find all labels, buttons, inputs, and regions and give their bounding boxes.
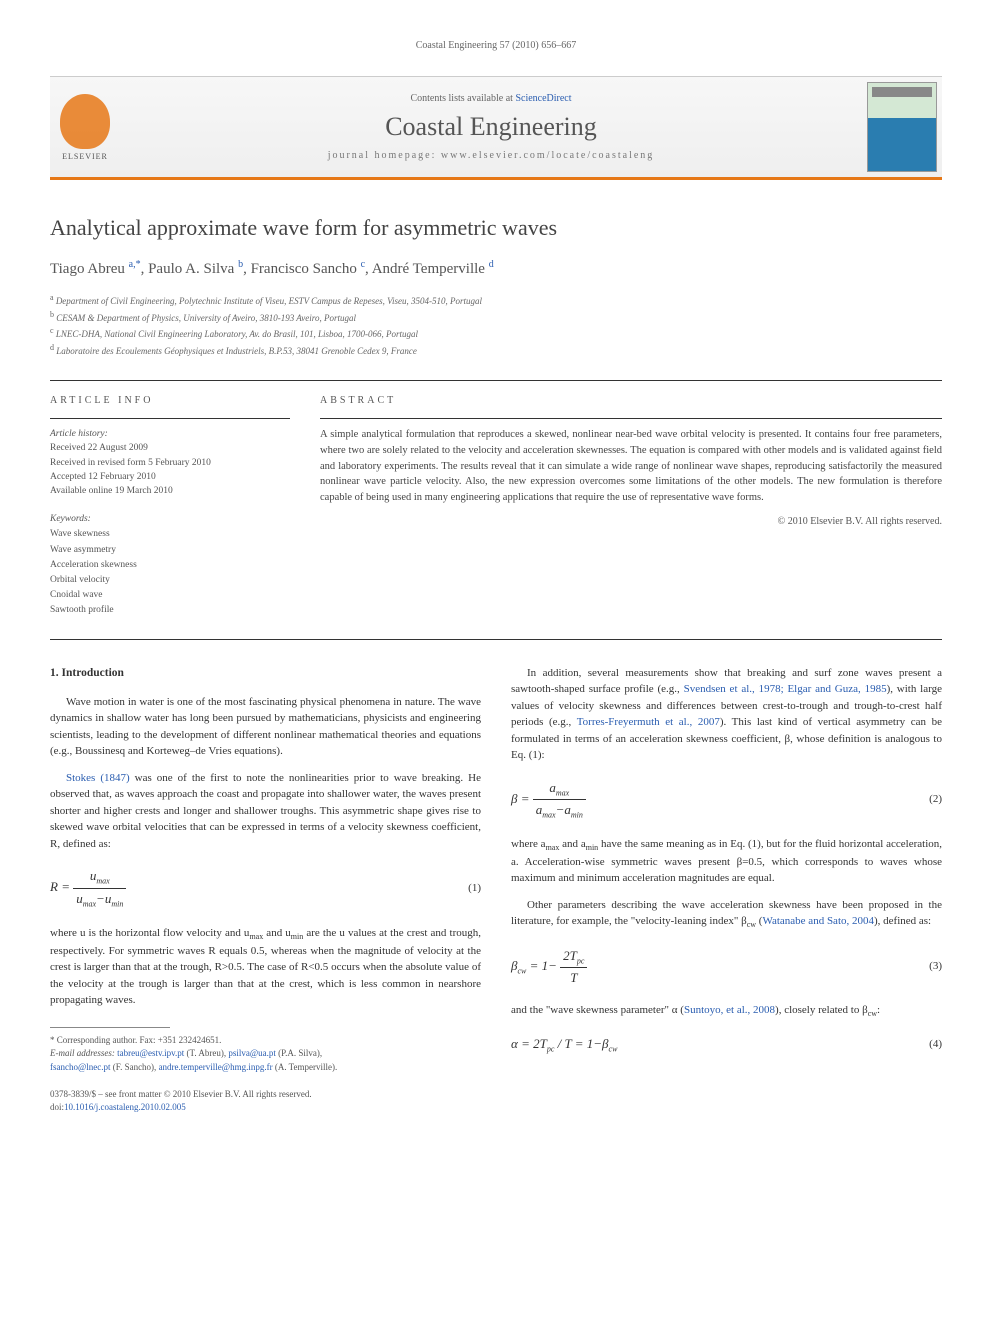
email-3[interactable]: fsancho@lnec.pt [50, 1062, 111, 1072]
abstract-header: ABSTRACT [320, 395, 942, 406]
body-col-left: 1. Introduction Wave motion in water is … [50, 665, 481, 1075]
abstract-col: ABSTRACT A simple analytical formulation… [320, 395, 942, 619]
kw-1: Wave skewness [50, 529, 110, 539]
contents-prefix: Contents lists available at [410, 93, 515, 104]
author-2-marks[interactable]: b [238, 259, 243, 270]
eq1-number: (1) [468, 880, 481, 897]
footnotes: * Corresponding author. Fax: +351 232424… [50, 1034, 481, 1075]
affiliation-c: c LNEC-DHA, National Civil Engineering L… [50, 325, 942, 342]
author-3: Francisco Sancho [251, 261, 357, 277]
footnote-separator [50, 1027, 170, 1028]
affiliations: a Department of Civil Engineering, Polyt… [50, 292, 942, 358]
authors-line: Tiago Abreu a,*, Paulo A. Silva b, Franc… [50, 259, 942, 278]
article-info-col: ARTICLE INFO Article history: Received 2… [50, 395, 290, 619]
equation-1: R = umax umax−umin (1) [50, 866, 481, 910]
intro-p4: In addition, several measurements show t… [511, 665, 942, 764]
homepage-prefix: journal homepage: [328, 150, 441, 161]
history-accepted: Accepted 12 February 2010 [50, 472, 156, 482]
author-3-marks[interactable]: c [361, 259, 365, 270]
kw-5: Cnoidal wave [50, 590, 103, 600]
email-1[interactable]: tabreu@estv.ipv.pt [117, 1048, 184, 1058]
intro-p3: where u is the horizontal flow velocity … [50, 925, 481, 1009]
elsevier-tree-icon [60, 94, 110, 149]
doi-link[interactable]: 10.1016/j.coastaleng.2010.02.005 [64, 1102, 186, 1112]
affiliation-a: a Department of Civil Engineering, Polyt… [50, 292, 942, 309]
intro-p5: where amax and amin have the same meanin… [511, 836, 942, 887]
sciencedirect-link[interactable]: ScienceDirect [515, 93, 571, 104]
elsevier-logo: ELSEVIER [50, 85, 120, 170]
divider-top [50, 380, 942, 381]
publisher-center: Contents lists available at ScienceDirec… [120, 81, 862, 173]
author-1: Tiago Abreu [50, 261, 125, 277]
body-columns: 1. Introduction Wave motion in water is … [50, 665, 942, 1075]
affiliation-b: b CESAM & Department of Physics, Univers… [50, 309, 942, 326]
abstract-copyright: © 2010 Elsevier B.V. All rights reserved… [320, 516, 942, 527]
article-history: Article history: Received 22 August 2009… [50, 427, 290, 498]
kw-4: Orbital velocity [50, 575, 110, 585]
intro-p2: Stokes (1847) was one of the first to no… [50, 770, 481, 853]
bottom-matter: 0378-3839/$ – see front matter © 2010 El… [50, 1088, 942, 1113]
contents-line: Contents lists available at ScienceDirec… [120, 93, 862, 104]
equation-3: βcw = 1− 2Tpc T (3) [511, 946, 942, 988]
equation-4: α = 2Tpc / T = 1−βcw (4) [511, 1034, 942, 1056]
history-revised: Received in revised form 5 February 2010 [50, 458, 211, 468]
author-4: André Temperville [372, 261, 485, 277]
eq3-number: (3) [929, 958, 942, 975]
article-title: Analytical approximate wave form for asy… [50, 215, 942, 241]
intro-p1: Wave motion in water is one of the most … [50, 694, 481, 760]
keywords-label: Keywords: [50, 514, 91, 524]
kw-2: Wave asymmetry [50, 545, 116, 555]
info-abstract-row: ARTICLE INFO Article history: Received 2… [50, 395, 942, 619]
publisher-bar: ELSEVIER Contents lists available at Sci… [50, 76, 942, 180]
author-4-marks[interactable]: d [489, 259, 494, 270]
author-2: Paulo A. Silva [148, 261, 234, 277]
kw-6: Sawtooth profile [50, 605, 114, 615]
affiliation-d: d Laboratoire des Ecoulements Géophysiqu… [50, 342, 942, 359]
author-1-marks[interactable]: a,* [129, 259, 141, 270]
running-header: Coastal Engineering 57 (2010) 656–667 [50, 40, 942, 51]
doi-label: doi: [50, 1102, 64, 1112]
corresponding-author: * Corresponding author. Fax: +351 232424… [50, 1034, 481, 1048]
email-2[interactable]: psilva@ua.pt [228, 1048, 276, 1058]
watanabe-ref-link[interactable]: Watanabe and Sato, 2004 [762, 915, 874, 927]
history-received: Received 22 August 2009 [50, 443, 148, 453]
eq2-number: (2) [929, 791, 942, 808]
keywords-block: Keywords: Wave skewness Wave asymmetry A… [50, 512, 290, 618]
equation-2: β = amax amax−amin (2) [511, 778, 942, 822]
history-online: Available online 19 March 2010 [50, 486, 173, 496]
suntoyo-ref-link[interactable]: Suntoyo, et al., 2008 [684, 1004, 775, 1016]
homepage-line: journal homepage: www.elsevier.com/locat… [120, 150, 862, 161]
intro-heading: 1. Introduction [50, 665, 481, 682]
torres-ref-link[interactable]: Torres-Freyermuth et al., 2007 [577, 716, 720, 728]
svendsen-ref-link[interactable]: Svendsen et al., 1978; Elgar and Guza, 1… [684, 683, 887, 695]
intro-p7: and the "wave skewness parameter" α (Sun… [511, 1002, 942, 1020]
front-matter-line: 0378-3839/$ – see front matter © 2010 El… [50, 1089, 312, 1099]
elsevier-label: ELSEVIER [62, 152, 108, 161]
abstract-divider [320, 418, 942, 419]
email-line: E-mail addresses: tabreu@estv.ipv.pt (T.… [50, 1047, 481, 1074]
divider-mid [50, 639, 942, 640]
journal-cover-thumb [867, 82, 937, 172]
journal-name: Coastal Engineering [120, 112, 862, 142]
body-col-right: In addition, several measurements show t… [511, 665, 942, 1075]
info-divider [50, 418, 290, 419]
stokes-ref-link[interactable]: Stokes (1847) [66, 772, 130, 784]
history-label: Article history: [50, 429, 108, 439]
kw-3: Acceleration skewness [50, 560, 137, 570]
abstract-text: A simple analytical formulation that rep… [320, 427, 942, 506]
article-info-header: ARTICLE INFO [50, 395, 290, 406]
email-4[interactable]: andre.temperville@hmg.inpg.fr [159, 1062, 273, 1072]
homepage-url: www.elsevier.com/locate/coastaleng [441, 150, 654, 161]
intro-p6: Other parameters describing the wave acc… [511, 897, 942, 932]
eq4-number: (4) [929, 1036, 942, 1053]
